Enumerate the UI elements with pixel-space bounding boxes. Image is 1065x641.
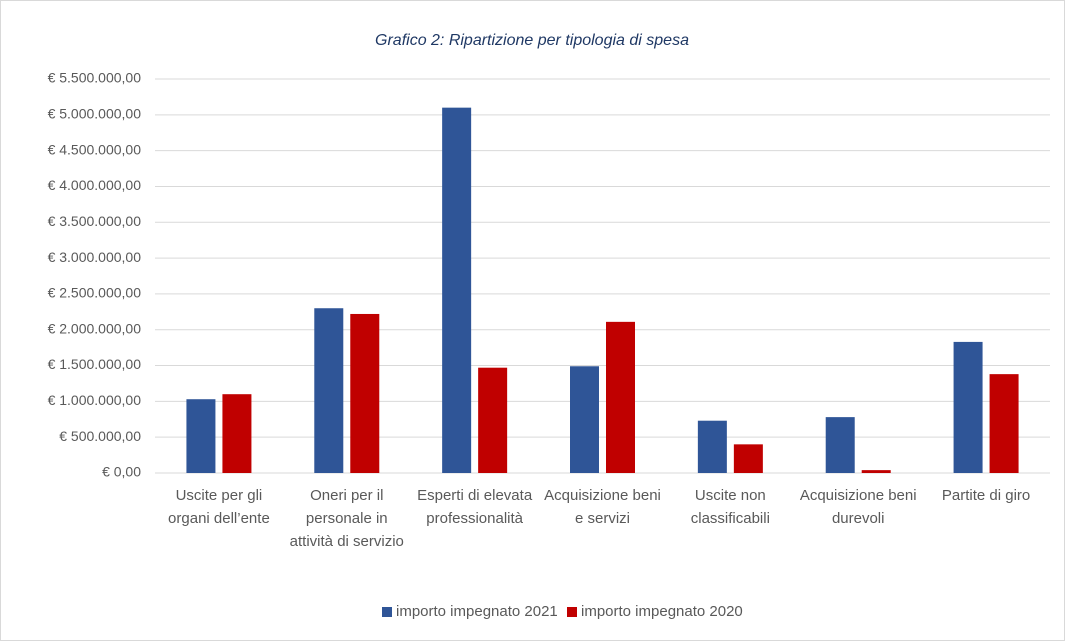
legend-label: importo impegnato 2021 (396, 603, 558, 620)
y-tick-label: € 2.500.000,00 (48, 285, 142, 301)
y-tick-label: € 5.500.000,00 (48, 70, 142, 86)
bar (222, 394, 252, 473)
bar (570, 366, 599, 473)
bar (825, 417, 855, 473)
y-tick-label: € 500.000,00 (59, 428, 141, 444)
bar (953, 341, 983, 473)
y-tick-label: € 3.500.000,00 (48, 213, 142, 229)
y-tick-label: € 1.000.000,00 (48, 392, 142, 408)
x-tick-label: Esperti di elevata professionalità (417, 487, 533, 527)
bar (350, 313, 380, 473)
y-tick-label: € 5.000.000,00 (48, 106, 142, 122)
bar (442, 107, 472, 474)
legend-label: importo impegnato 2020 (581, 603, 743, 620)
legend-item: importo impegnato 2021 (382, 603, 558, 620)
x-tick-label: Acquisizione beni e servizi (544, 487, 661, 527)
x-tick-label: Acquisizione beni durevoli (799, 487, 917, 527)
legend-swatch (567, 606, 577, 617)
legend-item: importo impegnato 2020 (567, 603, 743, 620)
bar (989, 374, 1019, 473)
y-tick-label: € 2.000.000,00 (48, 320, 142, 336)
chart-title: Grafico 2: Ripartizione per tipologia di… (375, 32, 689, 49)
y-tick-label: € 4.000.000,00 (48, 177, 142, 193)
bar (697, 420, 727, 473)
bar (314, 308, 344, 473)
x-tick-label: Uscite non classificabili (690, 487, 770, 527)
bar (733, 444, 763, 473)
bar (861, 470, 891, 473)
legend-swatch (382, 606, 392, 617)
y-tick-label: € 4.500.000,00 (48, 141, 142, 157)
y-tick-label: € 3.000.000,00 (48, 249, 142, 265)
bar (186, 399, 216, 473)
bar (478, 367, 508, 473)
bar (606, 321, 635, 473)
x-tick-label: Partite di giro (941, 487, 1031, 504)
y-tick-label: € 0,00 (102, 464, 141, 480)
y-tick-label: € 1.500.000,00 (48, 356, 142, 372)
x-tick-label: Oneri per il personale in attività di se… (289, 487, 404, 550)
x-tick-label: Uscite per gli organi dell’ente (168, 487, 270, 527)
